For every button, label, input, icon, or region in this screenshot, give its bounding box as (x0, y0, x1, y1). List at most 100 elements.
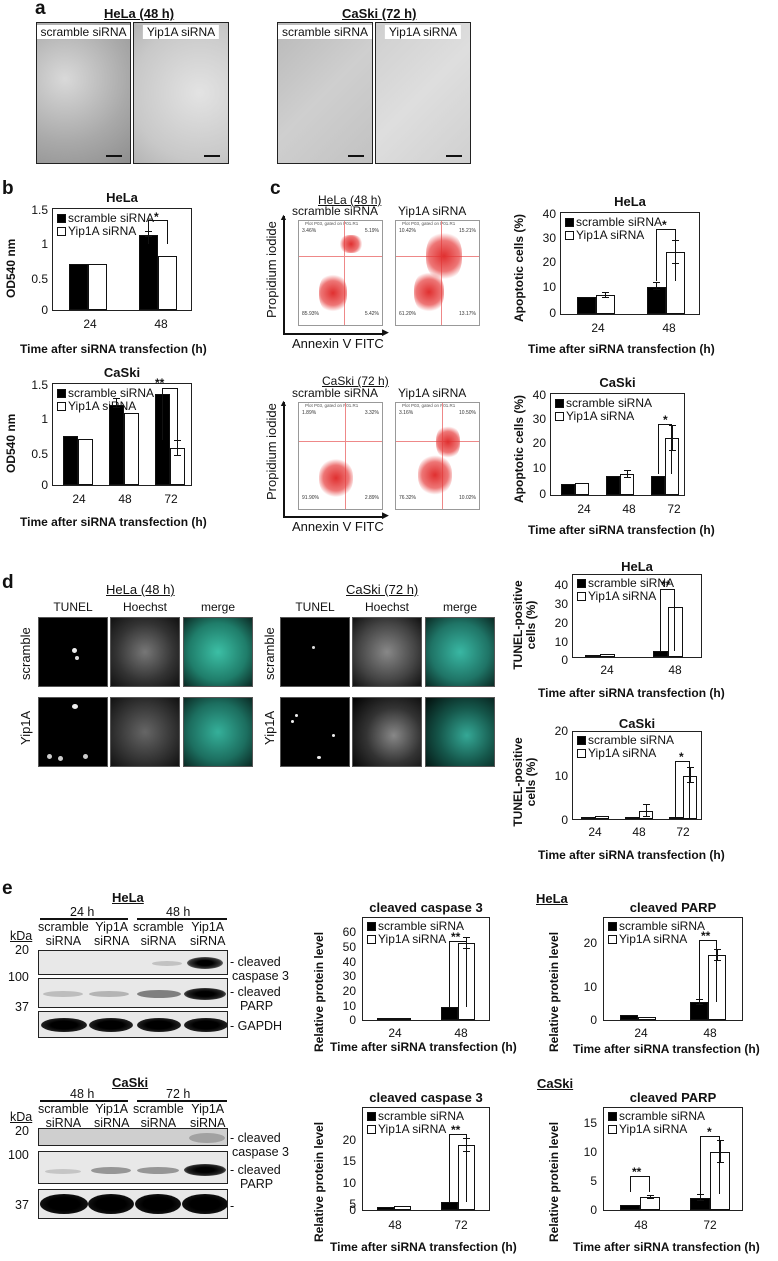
blot-hela-title: HeLa (112, 890, 144, 905)
error-bar (697, 1194, 704, 1201)
quadrant-value: 85.93% (302, 311, 319, 317)
plot-area: scramble siRNA Yip1A siRNA * (550, 393, 685, 496)
flow-plot-caski-yip1a: Plot P03, gated on P01.R1 3.16% 10.50% 7… (395, 402, 480, 510)
band (182, 1194, 227, 1214)
chart-e-hela-caspase3: cleaved caspase 3 Relative protein level… (300, 900, 540, 1060)
lane-label-top: Yip1A (191, 1102, 225, 1116)
x-axis-label: Time after siRNA transfection (h) (528, 342, 715, 356)
bar (394, 1018, 411, 1020)
x-tick: 72 (676, 825, 690, 839)
y-tick: 10 (542, 280, 556, 294)
y-axis-label: Relative protein level (312, 931, 326, 1052)
significance-bracket (700, 1136, 720, 1194)
scatter-cluster (319, 459, 353, 497)
y-tick: 20 (554, 724, 568, 738)
bar (620, 1015, 638, 1020)
bar (595, 816, 609, 819)
band (89, 1018, 133, 1032)
nucleus (291, 720, 294, 723)
scale-bar (106, 155, 122, 157)
mw-marker: 100 (8, 970, 29, 984)
x-tick: 48 (662, 321, 676, 335)
band (137, 990, 181, 998)
bar (441, 1007, 458, 1020)
lane-label-bottom: siRNA (45, 934, 82, 948)
band (40, 1194, 88, 1214)
significance-marker: * (154, 210, 159, 224)
legend: scramble siRNA Yip1A siRNA (577, 577, 674, 603)
x-tick: 72 (164, 492, 178, 506)
lane-label-top: scramble (133, 920, 184, 934)
legend-text: scramble siRNA (619, 919, 706, 933)
lane-label: Yip1A siRNA (190, 920, 225, 948)
hoechst-image-hela-yip1a (110, 697, 180, 767)
x-tick: 24 (634, 1026, 648, 1040)
mw-marker: 20 (15, 943, 29, 957)
row-label: Yip1A (262, 710, 277, 745)
panel-label-a: a (35, 0, 46, 19)
x-tick: 24 (588, 825, 602, 839)
y-tick: 20 (532, 436, 546, 450)
x-axis-label: Time after siRNA transfection (h) (573, 1240, 760, 1254)
legend-text: Yip1A siRNA (619, 1122, 688, 1136)
bar (625, 817, 639, 819)
merge-image-caski-scramble (425, 617, 495, 687)
legend-text: Yip1A siRNA (566, 409, 635, 423)
column-label: merge (442, 600, 477, 614)
bar (577, 297, 596, 314)
quadrant-value: 3.32% (364, 410, 379, 416)
hoechst-image-caski-scramble (352, 617, 422, 687)
legend-swatch-scramble (565, 218, 574, 227)
panel-c-hela-title: HeLa (48 h) (318, 193, 382, 207)
y-tick: 10 (554, 635, 568, 649)
quadrant-value: 15.21% (459, 228, 476, 234)
y-axis-label: Propidium iodide (264, 221, 279, 318)
legend-swatch-scramble (577, 736, 586, 745)
y-tick: 40 (342, 955, 356, 969)
y-tick: 10 (532, 461, 546, 475)
legend: scramble siRNA Yip1A siRNA (608, 1110, 705, 1136)
chart-title: cleaved PARP (629, 1090, 717, 1105)
significance-marker: ** (451, 1123, 461, 1137)
legend-text: Yip1A siRNA (378, 1122, 447, 1136)
band-label: - cleaved (230, 985, 281, 999)
legend-swatch-scramble (555, 399, 564, 408)
y-axis-label: TUNEL-positive cells (%) (511, 737, 538, 827)
y-tick: 0 (561, 653, 568, 667)
plot-area: scramble siRNA Yip1A siRNA ** (572, 574, 702, 658)
y-tick: 10 (583, 1145, 597, 1159)
lane-label: scramble siRNA (133, 920, 184, 948)
mw-marker: 20 (15, 1124, 29, 1138)
chart-e-caski-parp: cleaved PARP Relative protein level scra… (535, 1090, 778, 1260)
significance-marker: * (679, 750, 684, 764)
legend-text: Yip1A siRNA (68, 224, 137, 238)
x-tick: 72 (454, 1218, 468, 1232)
blot-caski-cleaved-caspase3 (38, 1128, 228, 1146)
legend-text: Yip1A siRNA (68, 399, 137, 413)
x-tick: 24 (591, 321, 605, 335)
error-bar (717, 1140, 724, 1163)
bar (109, 405, 124, 485)
hoechst-image-caski-yip1a (352, 697, 422, 767)
micrograph-caski-yip1a: Yip1A siRNA (375, 22, 471, 164)
lane-label: Yip1A siRNA (94, 1102, 129, 1130)
x-tick: 72 (667, 502, 681, 516)
nucleus (317, 756, 321, 759)
band-label: PARP (240, 999, 274, 1013)
legend-swatch-yip1a (577, 749, 586, 758)
y-axis-arrow (283, 216, 285, 334)
legend-text: Yip1A siRNA (378, 932, 447, 946)
nucleus (295, 714, 298, 717)
legend-swatch-yip1a (608, 1125, 617, 1134)
flow-plot-hela-scramble: Plot P03, gated on P01.R1 3.46% 5.19% 85… (298, 220, 383, 326)
scatter-cluster (339, 235, 363, 253)
band-label: - GAPDH (230, 1019, 283, 1033)
significance-bracket (658, 424, 672, 474)
legend-swatch-scramble (367, 1112, 376, 1121)
x-axis-label: Time after siRNA transfection (h) (573, 1042, 760, 1056)
chart-title: cleaved PARP (629, 900, 717, 915)
lane-label-top: scramble (38, 920, 89, 934)
y-tick: 30 (554, 597, 568, 611)
micrograph-label: scramble siRNA (278, 25, 372, 39)
plot-area: scramble siRNA Yip1A siRNA * (572, 731, 702, 820)
